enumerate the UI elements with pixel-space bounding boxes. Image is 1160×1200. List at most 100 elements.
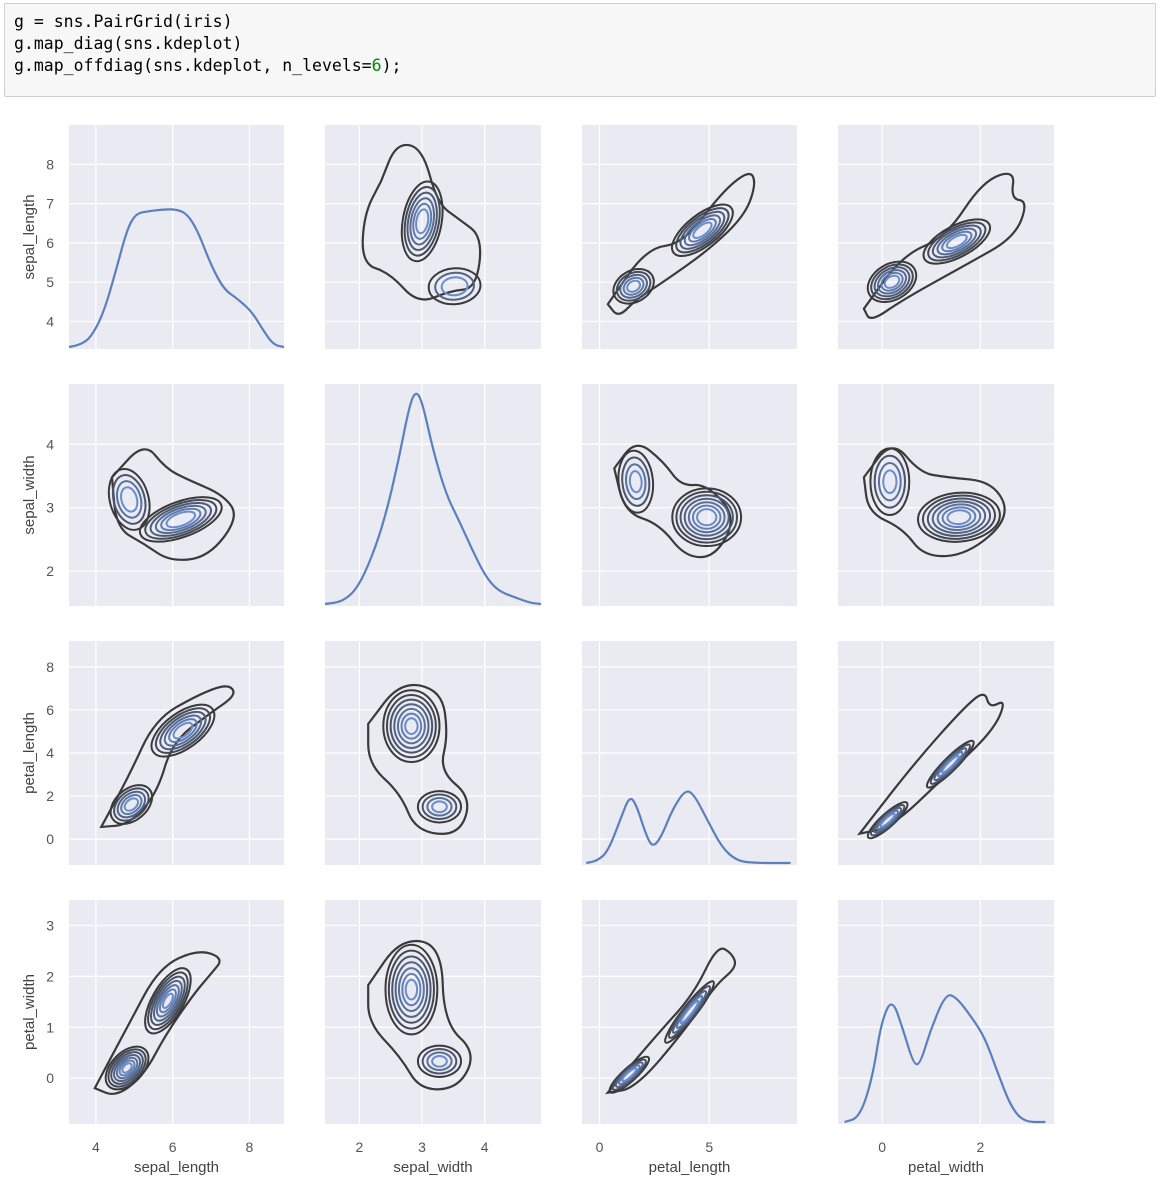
- kde-contour: [937, 751, 964, 778]
- contour-set-sepal_length-vs-sepal_width: [361, 143, 482, 306]
- kde-contour: [121, 1062, 133, 1074]
- x-tick-label: 5: [705, 1139, 713, 1155]
- kde-contour: [876, 269, 908, 295]
- y-tick-label: 4: [46, 745, 54, 761]
- kde-contour: [869, 447, 911, 516]
- y-tick-label: 4: [46, 313, 54, 329]
- kde-contour: [387, 949, 435, 1030]
- kde-contour: [118, 1059, 136, 1077]
- kde-contour: [431, 800, 448, 814]
- contour-set-sepal_width-vs-petal_length: [613, 444, 743, 559]
- kde-contour: [144, 499, 218, 540]
- y-tick-label: 4: [46, 436, 54, 452]
- kde-contour: [116, 790, 147, 819]
- x-tick-label: 4: [92, 1139, 100, 1155]
- kde-contour: [155, 984, 180, 1018]
- kde-contour: [917, 491, 1001, 543]
- contour-set-petal_length-vs-sepal_width: [367, 683, 469, 835]
- y-axis-label: sepal_length: [21, 194, 38, 279]
- kde-contour: [614, 1061, 644, 1088]
- kde-contour: [679, 210, 726, 250]
- kde-contour: [931, 224, 982, 259]
- kde-contour: [120, 794, 143, 816]
- kde-contour: [925, 739, 975, 789]
- y-tick-label: 1: [46, 1019, 54, 1035]
- kde-contour: [393, 703, 430, 749]
- y-tick-label: 2: [46, 968, 54, 984]
- kde-contour: [696, 508, 718, 527]
- y-tick-label: 3: [46, 500, 54, 516]
- kde-contour: [384, 943, 439, 1036]
- kde-contour: [945, 233, 968, 250]
- code-line-2: g.map_diag(sns.kdeplot): [14, 34, 243, 53]
- kde-contour: [882, 469, 898, 495]
- kde-contour: [866, 801, 909, 840]
- kde-contour: [394, 961, 429, 1018]
- contour-set-petal_length-vs-sepal_length: [99, 685, 235, 829]
- kde-contour: [941, 230, 973, 253]
- code-cell[interactable]: g = sns.PairGrid(iris) g.map_diag(sns.kd…: [4, 3, 1156, 97]
- kde-contour: [683, 497, 730, 537]
- kde-contour: [160, 507, 202, 532]
- x-tick-label: 4: [481, 1139, 489, 1155]
- x-tick-label: 2: [356, 1139, 364, 1155]
- kde-outer-contour: [110, 448, 235, 561]
- kde-contour: [168, 718, 198, 744]
- kde-contour: [926, 497, 992, 537]
- kde-contour: [382, 689, 441, 763]
- kde-contour: [172, 721, 194, 740]
- kde-outer-contour: [99, 685, 235, 829]
- kde-contour: [107, 468, 151, 531]
- kde-contour: [946, 509, 972, 526]
- kde-contour: [941, 506, 977, 529]
- x-tick-label: 8: [246, 1139, 254, 1155]
- kde-contour: [621, 1067, 638, 1083]
- kde-contour: [165, 510, 197, 529]
- x-tick-label: 3: [418, 1139, 426, 1155]
- x-axis-label: sepal_width: [393, 1159, 472, 1176]
- kde-contour: [406, 191, 438, 252]
- contour-set-petal_width-vs-sepal_length: [93, 951, 221, 1095]
- contour-set-sepal_length-vs-petal_width: [862, 172, 1026, 320]
- panel-sepal_width-vs-sepal_length: [69, 384, 284, 606]
- kde-contour: [922, 218, 992, 265]
- kde-contour: [671, 487, 743, 548]
- kde-contour: [421, 793, 458, 820]
- kde-contour: [873, 454, 907, 509]
- kde-contour: [113, 1053, 142, 1083]
- kde-contour: [421, 1048, 458, 1075]
- x-axis-label: sepal_length: [134, 1159, 219, 1176]
- kde-contour: [440, 276, 469, 297]
- kde-contour: [608, 1055, 650, 1094]
- kde-contour: [617, 449, 655, 514]
- y-tick-label: 8: [46, 659, 54, 675]
- kde-contour: [921, 494, 996, 540]
- diag-kde-curve: [324, 392, 542, 606]
- kde-contour: [412, 202, 433, 240]
- kde-contour: [628, 470, 643, 494]
- contour-set-sepal_width-vs-sepal_length: [107, 448, 235, 561]
- kde-outer-contour: [367, 683, 469, 835]
- kde-contour: [434, 271, 476, 301]
- kde-contour: [880, 271, 904, 292]
- kde-contour: [877, 462, 902, 502]
- kde-contour: [936, 503, 982, 531]
- kde-contour: [426, 796, 453, 817]
- kde-contour: [876, 809, 899, 831]
- kde-contour: [391, 955, 432, 1024]
- panel-petal_length-vs-sepal_width: [325, 641, 541, 865]
- kde-contour: [416, 790, 463, 824]
- y-tick-label: 8: [46, 156, 54, 172]
- x-tick-label: 0: [596, 1139, 604, 1155]
- kde-contour: [927, 221, 987, 262]
- kde-contour: [403, 186, 441, 257]
- kde-contour: [675, 490, 738, 544]
- kde-contour: [154, 504, 207, 534]
- kde-contour: [389, 698, 434, 754]
- kde-outer-contour: [605, 947, 737, 1095]
- y-tick-label: 2: [46, 563, 54, 579]
- x-tick-label: 2: [976, 1139, 984, 1155]
- kde-contour: [401, 972, 422, 1007]
- panel-sepal_width-vs-sepal_width: [325, 384, 541, 606]
- kde-contour: [625, 463, 647, 501]
